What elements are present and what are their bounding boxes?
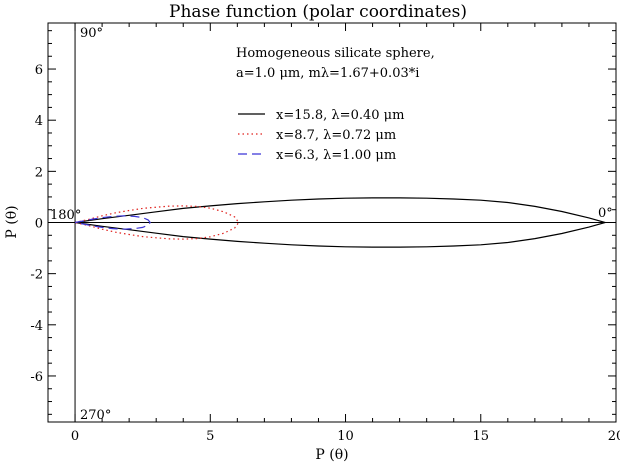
legend-label-1: x=15.8, λ=0.40 μm <box>276 108 404 123</box>
angle-label-90: 90° <box>80 26 103 41</box>
polar-axes <box>48 23 616 422</box>
legend-label-2: x=8.7, λ=0.72 μm <box>276 128 396 143</box>
chart-title: Phase function (polar coordinates) <box>169 2 467 22</box>
x-tick-label: 5 <box>206 429 214 444</box>
y-axis: -6 -4 -2 0 2 4 6 <box>30 30 616 415</box>
series-line-2 <box>74 205 240 240</box>
y-tick-label: 6 <box>35 63 43 78</box>
y-tick-label: -2 <box>30 268 43 283</box>
description-line-2: a=1.0 μm, mλ=1.67+0.03*i <box>236 66 419 81</box>
x-axis: 0 5 10 15 20 <box>47 23 620 444</box>
x-tick-label: 20 <box>608 429 620 444</box>
x-axis-label: P (θ) <box>315 447 348 463</box>
x-tick-label: 0 <box>71 429 79 444</box>
y-tick-label: -6 <box>30 370 43 385</box>
y-tick-label: -4 <box>30 319 43 334</box>
legend: x=15.8, λ=0.40 μm x=8.7, λ=0.72 μm x=6.3, … <box>238 108 404 163</box>
legend-label-3: x=6.3, λ=1.00 μm <box>276 148 396 163</box>
y-tick-label: 4 <box>35 114 43 129</box>
description-line-1: Homogeneous silicate sphere, <box>236 46 435 61</box>
y-axis-label: P (θ) <box>4 205 20 238</box>
series-line-3 <box>74 215 151 230</box>
series-line-1 <box>74 197 608 248</box>
series-group <box>74 197 608 248</box>
x-tick-label: 10 <box>337 429 354 444</box>
angle-label-270: 270° <box>80 408 111 423</box>
angle-label-180: 180° <box>50 208 81 223</box>
x-tick-label: 15 <box>472 429 489 444</box>
y-tick-label: 2 <box>35 165 43 180</box>
y-tick-label: 0 <box>35 217 43 232</box>
angle-label-0: 0° <box>598 206 613 221</box>
